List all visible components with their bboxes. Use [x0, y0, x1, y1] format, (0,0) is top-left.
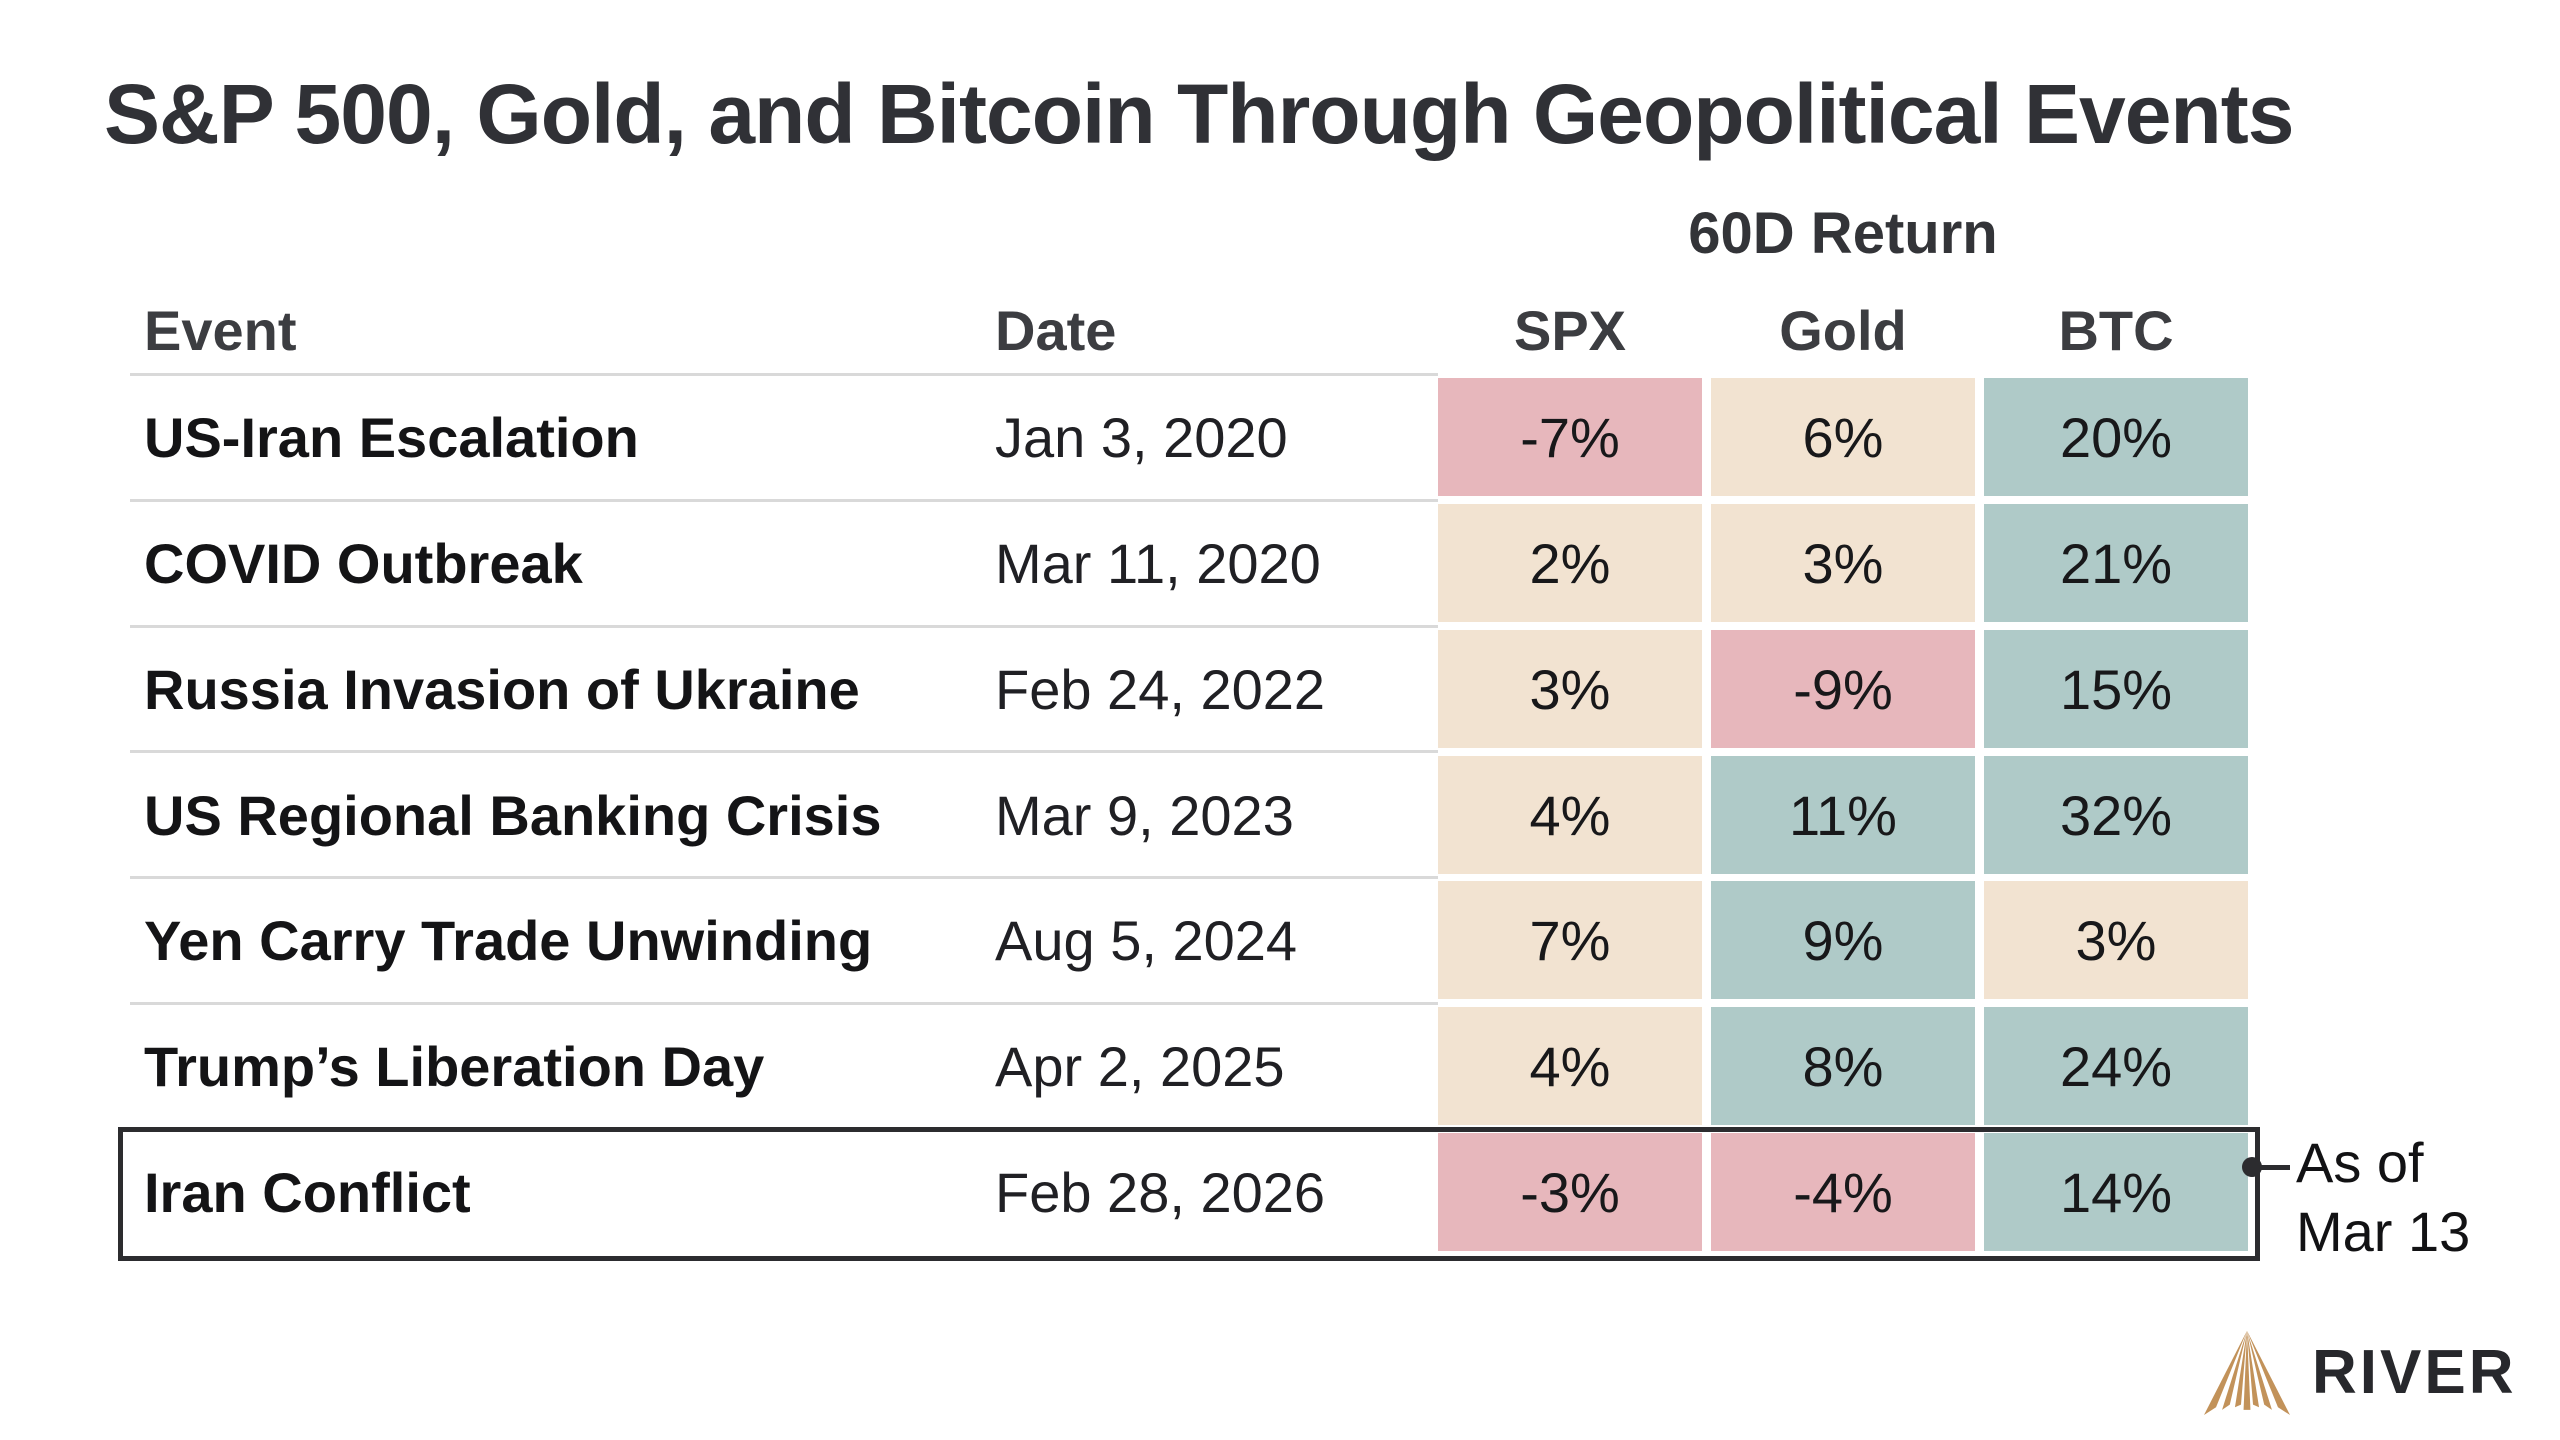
gold-return-cell: 11%: [1711, 756, 1975, 874]
gold-return-cell: 6%: [1711, 378, 1975, 496]
btc-return-cell: 14%: [1984, 1133, 2248, 1251]
event-label: Trump’s Liberation Day: [144, 1034, 765, 1098]
event-label: Iran Conflict: [144, 1160, 471, 1224]
row-separator: [130, 499, 1438, 502]
btc-return-cell: 24%: [1984, 1007, 2248, 1125]
brand-logo: RIVER: [2204, 1326, 2516, 1418]
event-date: Feb 28, 2026: [995, 1160, 1326, 1224]
brand-name: RIVER: [2312, 1337, 2517, 1407]
gold-return-cell: -9%: [1711, 630, 1975, 748]
table-row: Trump’s Liberation Day Apr 2, 2025 4% 8%…: [0, 1007, 2560, 1125]
event-label: Yen Carry Trade Unwinding: [144, 908, 873, 972]
event-date: Feb 24, 2022: [995, 657, 1326, 721]
column-header-spx: SPX: [1513, 299, 1627, 362]
column-header-gold: Gold: [1779, 299, 1907, 362]
spx-return-cell: 7%: [1438, 881, 1702, 999]
annotation-line2: Mar 13: [2296, 1200, 2471, 1263]
row-separator: [130, 750, 1438, 753]
event-date: Mar 9, 2023: [995, 783, 1294, 847]
event-label: US-Iran Escalation: [144, 405, 639, 469]
spx-return-cell: 2%: [1438, 504, 1702, 622]
table-row: COVID Outbreak Mar 11, 2020 2% 3% 21%: [0, 504, 2560, 622]
btc-return-cell: 21%: [1984, 504, 2248, 622]
annotation-connector-dot: [2242, 1157, 2262, 1177]
header-underline: [130, 373, 1438, 376]
spx-return-cell: 4%: [1438, 1007, 1702, 1125]
annotation-connector-line: [2258, 1165, 2290, 1170]
table-row-highlighted: Iran Conflict Feb 28, 2026 -3% -4% 14%: [0, 1133, 2560, 1251]
group-header-60d-return: 60D Return: [1688, 201, 1998, 266]
row-separator: [130, 625, 1438, 628]
annotation-as-of: As of Mar 13: [2296, 1128, 2470, 1266]
page-title: S&P 500, Gold, and Bitcoin Through Geopo…: [104, 67, 2294, 161]
btc-return-cell: 15%: [1984, 630, 2248, 748]
river-arrow-icon: [2204, 1330, 2290, 1415]
btc-return-cell: 32%: [1984, 756, 2248, 874]
btc-return-cell: 3%: [1984, 881, 2248, 999]
highlight-border: [118, 1127, 2260, 1261]
gold-return-cell: 8%: [1711, 1007, 1975, 1125]
table-row: Yen Carry Trade Unwinding Aug 5, 2024 7%…: [0, 881, 2560, 999]
column-header-event: Event: [144, 299, 297, 362]
spx-return-cell: -3%: [1438, 1133, 1702, 1251]
annotation-line1: As of: [2296, 1131, 2424, 1194]
spx-return-cell: 3%: [1438, 630, 1702, 748]
table-row: US-Iran Escalation Jan 3, 2020 -7% 6% 20…: [0, 378, 2560, 496]
event-date: Jan 3, 2020: [995, 405, 1288, 469]
event-label: Russia Invasion of Ukraine: [144, 657, 860, 721]
spx-return-cell: 4%: [1438, 756, 1702, 874]
gold-return-cell: -4%: [1711, 1133, 1975, 1251]
column-header-date: Date: [995, 299, 1117, 362]
event-date: Apr 2, 2025: [995, 1034, 1285, 1098]
table-row: US Regional Banking Crisis Mar 9, 2023 4…: [0, 756, 2560, 874]
gold-return-cell: 3%: [1711, 504, 1975, 622]
row-separator: [130, 1002, 1438, 1005]
spx-return-cell: -7%: [1438, 378, 1702, 496]
event-date: Mar 11, 2020: [995, 531, 1321, 595]
gold-return-cell: 9%: [1711, 881, 1975, 999]
event-label: US Regional Banking Crisis: [144, 783, 882, 847]
row-separator: [130, 876, 1438, 879]
event-date: Aug 5, 2024: [995, 908, 1298, 972]
table-row: Russia Invasion of Ukraine Feb 24, 2022 …: [0, 630, 2560, 748]
column-header-btc: BTC: [2058, 299, 2174, 362]
event-label: COVID Outbreak: [144, 531, 583, 595]
btc-return-cell: 20%: [1984, 378, 2248, 496]
